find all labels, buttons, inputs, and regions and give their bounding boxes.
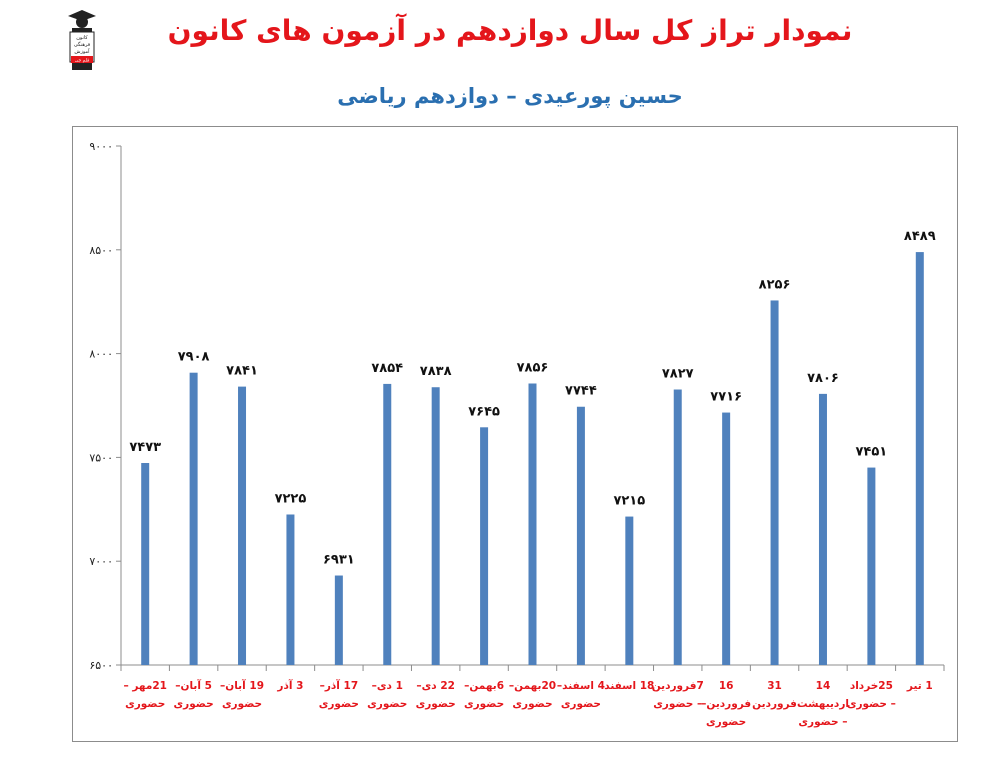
x-tick-label: 25خرداد <box>850 680 893 692</box>
bar <box>189 372 198 665</box>
data-label: ۶۹۳۱ <box>323 553 355 568</box>
data-label: ۷۹۰۸ <box>178 350 210 365</box>
x-tick-label: 4 اسفند– <box>557 680 605 692</box>
chart-frame <box>72 126 958 742</box>
bar <box>625 516 634 665</box>
chart-title: نمودار تراز کل سال دوازدهم در آزمون های … <box>167 14 853 47</box>
x-tick-label: 6بهمن– <box>464 680 504 692</box>
data-label: ۸۲۵۶ <box>759 277 791 292</box>
logo-text-1: کانون <box>76 35 88 41</box>
data-label: ۷۶۴۵ <box>468 404 500 419</box>
x-tick-label: حضوری <box>125 698 165 710</box>
bar <box>673 389 682 665</box>
x-tick-label: – حضوری <box>798 716 847 728</box>
y-tick-label: ۹۰۰۰ <box>89 140 113 153</box>
x-tick-label: 16 <box>719 680 734 692</box>
bar <box>238 386 247 665</box>
data-label: ۸۴۸۹ <box>904 229 936 244</box>
y-tick-label: ۸۰۰۰ <box>89 348 113 361</box>
x-tick-label: حضوری <box>222 698 262 710</box>
bar <box>528 383 537 665</box>
x-tick-label: 5 آبان– <box>175 679 212 692</box>
x-tick-label: 1 دی– <box>372 680 403 692</box>
data-label: ۷۴۵۱ <box>856 445 888 460</box>
x-tick-label: 17 آذر– <box>320 679 359 692</box>
data-label: ۷۷۴۴ <box>565 384 597 399</box>
x-tick-label: 19 آبان– <box>220 679 264 692</box>
y-tick-label: ۷۰۰۰ <box>89 555 113 568</box>
bar <box>480 427 489 665</box>
x-tick-label: حضوری <box>561 698 601 710</box>
x-tick-label: حضوری <box>319 698 359 710</box>
x-tick-label: 14 <box>816 680 831 692</box>
data-label: ۷۲۱۵ <box>613 494 645 509</box>
data-label: ۷۸۰۶ <box>807 371 839 386</box>
x-tick-label: – حضوری <box>653 698 702 710</box>
bar <box>141 463 150 665</box>
x-tick-label: 18 اسفند <box>604 680 654 692</box>
x-tick-label: – حضوری <box>847 698 896 710</box>
x-tick-label: 31 <box>767 680 782 692</box>
bar <box>431 387 440 665</box>
x-tick-label: 22 دی– <box>416 680 455 692</box>
data-label: ۷۷۱۶ <box>710 390 742 405</box>
data-label: ۷۴۷۳ <box>129 440 161 455</box>
y-tick-label: ۶۵۰۰ <box>89 659 113 672</box>
x-tick-label: اردیبهشت <box>797 698 849 710</box>
data-label: ۷۸۲۷ <box>662 367 694 382</box>
kanoon-logo: کانون فرهنگی آموزش قلم چی <box>68 10 96 70</box>
x-tick-label: حضوری <box>464 698 504 710</box>
x-tick-label: 7فروردین <box>652 680 704 692</box>
x-tick-label: حضوری <box>174 698 214 710</box>
chart-subtitle: حسین پورعیدی – دوازدهم ریاضی <box>337 84 683 108</box>
bar <box>722 412 731 665</box>
bar <box>867 467 876 665</box>
x-tick-label: 21مهر – <box>123 680 167 692</box>
data-label: ۷۸۵۶ <box>517 360 549 375</box>
bar <box>770 300 779 665</box>
x-tick-label: 3 آذر <box>276 679 303 692</box>
x-tick-label: حضوری <box>367 698 407 710</box>
bar <box>286 514 295 665</box>
logo-text-3: آموزش <box>74 48 90 55</box>
bar <box>818 393 827 665</box>
x-tick-label: 1 تیر <box>906 680 933 692</box>
x-tick-label: فروردین <box>752 698 797 710</box>
logo-text-4: قلم چی <box>75 59 90 64</box>
data-label: ۷۸۵۴ <box>371 361 403 376</box>
x-tick-label: فروردین– <box>701 698 751 710</box>
bar <box>383 383 392 665</box>
x-tick-label: حضوری <box>706 716 746 728</box>
x-tick-label: حضوری <box>512 698 552 710</box>
data-label: ۷۸۴۱ <box>226 364 258 379</box>
x-tick-label: حضوری <box>416 698 456 710</box>
y-tick-label: ۷۵۰۰ <box>89 451 113 464</box>
bar <box>915 252 924 665</box>
x-tick-label: 20بهمن– <box>509 680 556 692</box>
bar <box>576 406 585 665</box>
data-label: ۷۲۲۵ <box>275 491 307 506</box>
logo-text-2: فرهنگی <box>74 41 91 48</box>
y-tick-label: ۸۵۰۰ <box>89 244 113 257</box>
bar <box>334 575 343 665</box>
data-label: ۷۸۳۸ <box>420 364 452 379</box>
